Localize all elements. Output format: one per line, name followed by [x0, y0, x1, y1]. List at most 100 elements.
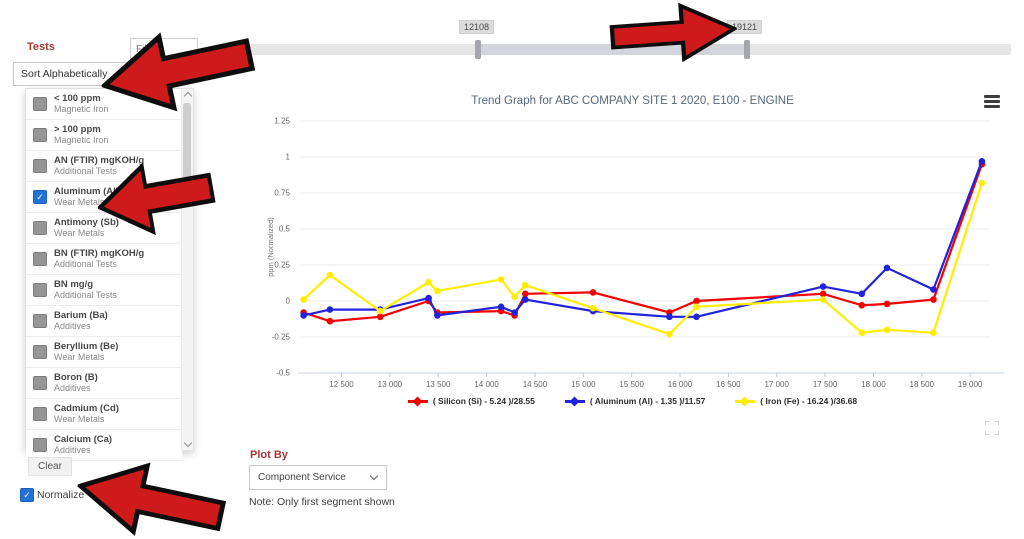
data-point[interactable] — [693, 297, 700, 305]
test-item[interactable]: < 100 ppm Magnetic Iron — [26, 89, 182, 120]
sort-dropdown-value: Sort Alphabetically — [21, 68, 108, 80]
chevron-up-icon[interactable] — [183, 91, 192, 101]
data-point[interactable] — [376, 307, 384, 315]
series-line[interactable] — [303, 160, 983, 318]
data-point[interactable] — [819, 283, 827, 290]
normalize-checkbox[interactable]: ✓ — [20, 488, 34, 502]
test-item[interactable]: BN mg/g Additional Tests — [26, 275, 182, 306]
data-point[interactable] — [693, 313, 700, 321]
test-category: Wear Metals — [54, 197, 105, 208]
legend-item[interactable]: ( Iron (Fe) - 16.24 )/36.68 — [735, 396, 857, 406]
test-item[interactable]: Barium (Ba) Additives — [26, 306, 182, 337]
data-point[interactable] — [666, 313, 673, 321]
data-point[interactable] — [434, 312, 441, 319]
data-point[interactable] — [326, 317, 334, 325]
data-point[interactable] — [883, 326, 891, 334]
test-item[interactable]: AN (FTIR) mgKOH/g Additional Tests — [26, 151, 182, 182]
slider-handle-right[interactable]: 19121 — [727, 20, 763, 59]
hamburger-menu-icon[interactable] — [984, 95, 1000, 110]
legend-item[interactable]: ( Aluminum (Al) - 1.35 )/11.57 — [564, 396, 705, 406]
data-point[interactable] — [497, 303, 505, 311]
data-point[interactable] — [930, 286, 937, 293]
test-category: Additional Tests — [54, 259, 117, 270]
data-point[interactable] — [376, 313, 384, 321]
test-checkbox[interactable] — [33, 252, 47, 266]
test-checkbox[interactable] — [33, 438, 47, 452]
annotation-arrow-slider — [609, 2, 739, 63]
test-checkbox[interactable]: ✓ — [33, 190, 47, 204]
data-point[interactable] — [434, 287, 441, 295]
test-checkbox[interactable] — [33, 314, 47, 328]
test-checkbox[interactable] — [33, 345, 47, 359]
clear-button[interactable]: Clear — [28, 457, 72, 476]
chevron-down-icon[interactable] — [183, 438, 192, 448]
data-point[interactable] — [819, 296, 827, 303]
note-text: Note: Only first segment shown — [249, 496, 395, 508]
scrollbar[interactable] — [181, 89, 193, 450]
data-point[interactable] — [326, 271, 334, 279]
tests-list: < 100 ppm Magnetic Iron > 100 ppm Magnetic … — [25, 88, 194, 461]
data-point[interactable] — [693, 303, 700, 311]
data-point[interactable] — [300, 312, 307, 319]
test-checkbox[interactable] — [33, 159, 47, 173]
test-checkbox[interactable] — [33, 97, 47, 111]
legend-item[interactable]: ( Silicon (Si) - 5.24 )/28.55 — [407, 396, 535, 406]
test-name: Aluminum (Al) — [54, 185, 119, 197]
data-point[interactable] — [425, 279, 432, 286]
test-checkbox[interactable] — [33, 376, 47, 390]
data-point[interactable] — [522, 281, 529, 289]
slider-selected-range[interactable] — [478, 44, 747, 55]
test-item[interactable]: Antimony (Sb) Wear Metals — [26, 213, 182, 244]
test-checkbox[interactable] — [33, 221, 47, 235]
test-item[interactable]: Calcium (Ca) Additives — [26, 430, 182, 461]
test-checkbox[interactable] — [33, 407, 47, 421]
test-item[interactable]: BN (FTIR) mgKOH/g Additional Tests — [26, 244, 182, 275]
test-category: Wear Metals — [54, 352, 105, 363]
normalize-label: Normalize — [37, 489, 85, 501]
slider-handle-left[interactable]: 12108 — [459, 20, 495, 59]
series-line[interactable] — [303, 163, 983, 323]
data-point[interactable] — [883, 300, 891, 308]
plot-by-dropdown[interactable]: Component Service — [249, 465, 387, 490]
data-point[interactable] — [589, 289, 597, 296]
x-tick-label: 16 000 — [668, 380, 693, 389]
data-point[interactable] — [300, 296, 307, 303]
data-point[interactable] — [497, 276, 505, 283]
sort-dropdown[interactable]: Sort Alphabetically — [13, 62, 162, 86]
data-point[interactable] — [425, 294, 432, 302]
test-item[interactable]: Beryllium (Be) Wear Metals — [26, 337, 182, 368]
data-point[interactable] — [326, 306, 334, 313]
data-point[interactable] — [819, 290, 827, 298]
data-point[interactable] — [511, 293, 518, 300]
test-item[interactable]: ✓ Aluminum (Al) Wear Metals — [26, 182, 182, 213]
date-range-slider[interactable]: 12108 19121 — [250, 20, 1011, 59]
test-name: AN (FTIR) mgKOH/g — [54, 154, 145, 166]
test-item[interactable]: Cadmium (Cd) Wear Metals — [26, 399, 182, 430]
data-point[interactable] — [883, 264, 891, 272]
data-point[interactable] — [930, 329, 937, 336]
test-checkbox[interactable] — [33, 283, 47, 297]
data-point[interactable] — [666, 330, 673, 338]
x-tick-label: 18 000 — [861, 380, 886, 389]
test-item[interactable]: Boron (B) Additives — [26, 368, 182, 399]
data-point[interactable] — [978, 158, 986, 165]
test-name: > 100 ppm — [54, 123, 101, 135]
filter-input[interactable] — [130, 38, 198, 60]
data-point[interactable] — [522, 296, 529, 303]
legend-marker-icon — [735, 396, 756, 406]
expand-icon[interactable] — [984, 420, 1000, 440]
data-point[interactable] — [522, 290, 529, 298]
x-tick-label: 17 000 — [764, 380, 789, 389]
plot-area: 1.25 1 0.75 0.5 0.25 0 -0.25 -0.5 12 500 13 000 13… — [266, 117, 1004, 389]
data-point[interactable] — [858, 302, 866, 309]
series-line[interactable] — [302, 182, 983, 336]
data-point[interactable] — [858, 290, 866, 298]
data-point[interactable] — [930, 296, 937, 303]
data-point[interactable] — [858, 329, 866, 336]
data-point[interactable] — [511, 309, 518, 316]
test-item[interactable]: > 100 ppm Magnetic Iron — [26, 120, 182, 151]
data-point[interactable] — [978, 179, 986, 187]
scrollbar-thumb[interactable] — [183, 103, 191, 185]
test-checkbox[interactable] — [33, 128, 47, 142]
data-point[interactable] — [589, 304, 597, 312]
